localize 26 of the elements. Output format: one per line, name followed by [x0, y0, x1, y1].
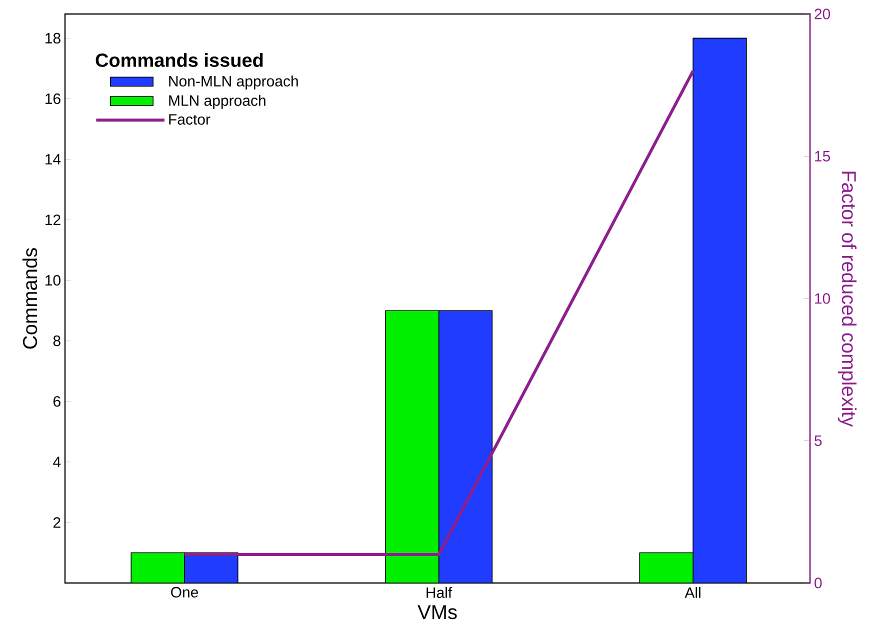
legend-label: MLN approach [169, 94, 266, 109]
y2-tick-label: 15 [815, 151, 830, 162]
y-tick-label: 2 [53, 517, 60, 528]
y2-tick-label: 20 [814, 8, 830, 20]
y-tick-label: 10 [46, 275, 60, 286]
x-tick-label: Half [426, 586, 452, 598]
bar [438, 310, 493, 583]
y2-tick-label: 10 [815, 293, 830, 304]
y2-tick-label: 0 [814, 578, 822, 588]
y-tick-label: 14 [46, 154, 61, 164]
x-tick-label: All [684, 586, 700, 598]
y-tick-label: 18 [46, 32, 60, 44]
legend-label: Factor [169, 114, 210, 125]
legend-title: Commands issued [96, 53, 263, 67]
y-tick-label: 16 [46, 93, 60, 104]
y-tick-label: 8 [53, 336, 60, 346]
x-axis-title: VMs [418, 605, 457, 620]
y2-axis-title: Factor of reduced complexity [838, 172, 857, 427]
legend-label: Non-MLN approach [169, 76, 298, 90]
y-tick-label: 4 [53, 456, 61, 468]
y-tick-label: 6 [53, 396, 60, 407]
bar [692, 38, 747, 583]
x-tick-label: One [171, 586, 198, 598]
y-tick-label: 12 [46, 214, 60, 226]
y-axis-title: Commands [22, 248, 38, 349]
y2-tick-label: 5 [814, 436, 822, 446]
